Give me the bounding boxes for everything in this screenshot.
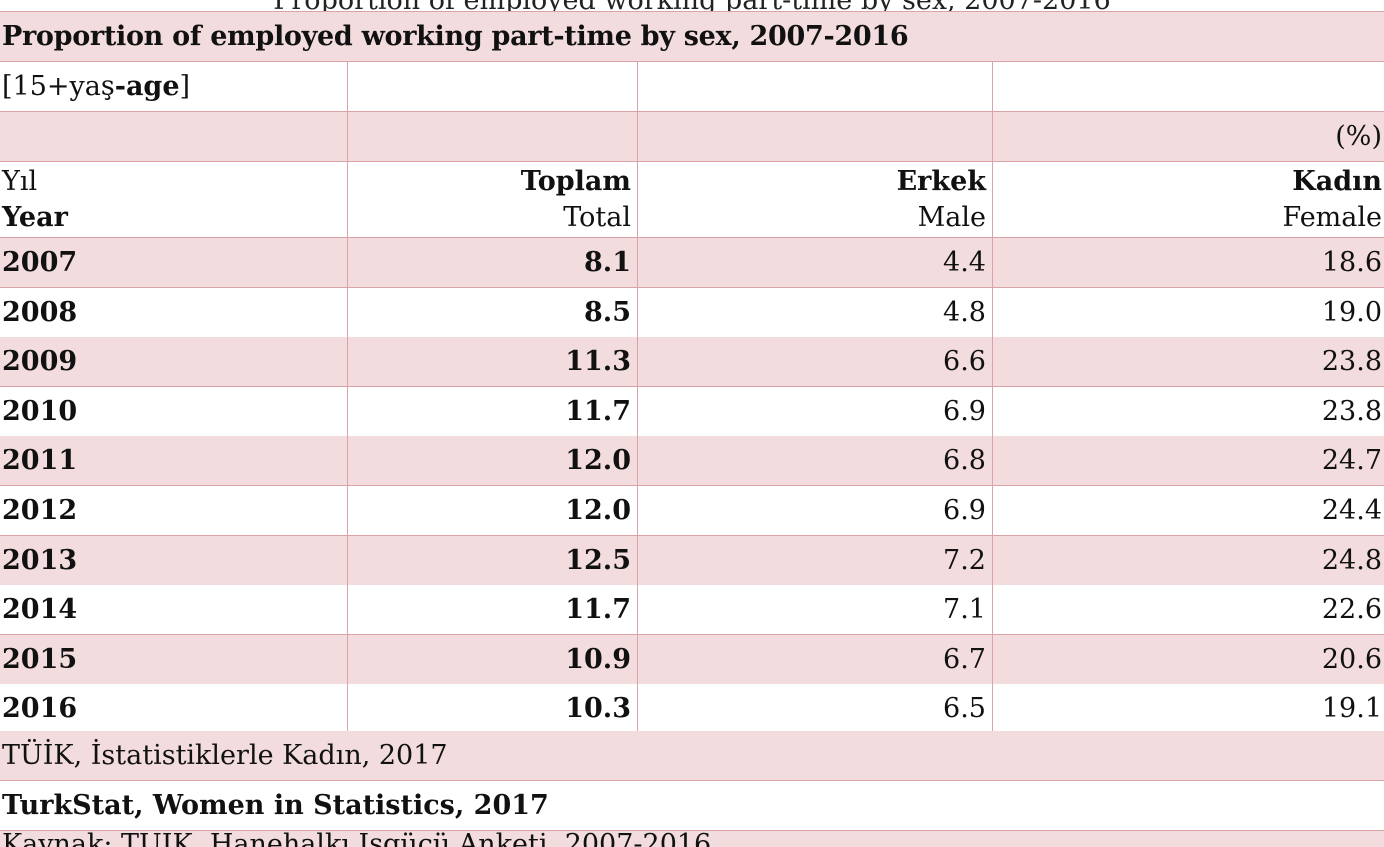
table-row: 2015 10.9 6.7 20.6 (0, 634, 1384, 685)
header-total-en: Total (563, 202, 631, 233)
cell-male: 6.5 (638, 684, 993, 734)
header-year: Yıl Year (0, 162, 348, 237)
header-female-tr: Kadın (1292, 166, 1382, 197)
cell-male: 6.8 (638, 436, 993, 486)
cell-total: 12.0 (348, 436, 638, 486)
table-row: 2009 11.3 6.6 23.8 (0, 337, 1384, 388)
header-total: Toplam Total (348, 162, 638, 237)
age-row: [15+yaş-age] (0, 62, 1384, 112)
header-year-tr: Yıl (2, 166, 38, 197)
source-english: TurkStat, Women in Statistics, 2017 (0, 781, 1384, 831)
cell-year: 2014 (0, 585, 348, 635)
empty-cell (348, 62, 638, 111)
column-header-row: Yıl Year Toplam Total Erkek Male Kadın F… (0, 162, 1384, 238)
cell-female: 23.8 (1321, 346, 1382, 378)
cell-female: 19.1 (1321, 693, 1382, 725)
header-male-en: Male (917, 202, 986, 233)
cell-male: 6.7 (638, 634, 993, 684)
age-bold: -age (114, 71, 180, 102)
cell-year: 2009 (0, 337, 348, 387)
source-turkish: TÜİK, İstatistiklerle Kadın, 2017 (0, 731, 1384, 781)
cell-total: 8.5 (348, 287, 638, 337)
header-female-en: Female (1282, 202, 1382, 233)
header-female: Kadın Female (993, 162, 1384, 237)
cut-off-source-text: Kaynak: TÜİK, Hanehalkı İşgücü Anketi, 2… (0, 831, 1384, 847)
cell-total: 11.3 (348, 337, 638, 387)
table-row: 2012 12.0 6.9 24.4 (0, 486, 1384, 536)
empty-cell (348, 112, 638, 161)
empty-cell (638, 62, 993, 111)
table-row: 2007 8.1 4.4 18.6 (0, 238, 1384, 288)
empty-cell (638, 112, 993, 161)
cell-total: 10.9 (348, 634, 638, 684)
age-suffix: ] (179, 71, 191, 102)
age-prefix: [15+yaş (2, 71, 115, 102)
cell-female: 18.6 (1321, 247, 1382, 278)
cell-male: 4.8 (638, 287, 993, 337)
cell-year: 2007 (0, 238, 348, 287)
table-row: 2013 12.5 7.2 24.8 (0, 535, 1384, 586)
header-year-en: Year (2, 202, 68, 233)
cell-female: 24.4 (1321, 495, 1382, 526)
cell-female: 23.8 (1321, 395, 1382, 427)
cell-year: 2016 (0, 684, 348, 734)
cell-female: 20.6 (1321, 643, 1382, 675)
cell-female: 24.7 (1321, 445, 1382, 477)
table-row: 2008 8.5 4.8 19.0 (0, 287, 1384, 338)
cell-female: 24.8 (1321, 544, 1382, 576)
table-title: Proportion of employed working part-time… (0, 12, 1384, 62)
cell-total: 8.1 (348, 238, 638, 287)
unit-row: (%) (0, 112, 1384, 162)
table-row: 2011 12.0 6.8 24.7 (0, 436, 1384, 487)
age-label: [15+yaş-age] (0, 62, 348, 111)
cell-total: 11.7 (348, 585, 638, 635)
empty-cell (0, 112, 348, 161)
cell-male: 7.2 (638, 535, 993, 585)
empty-cell (993, 62, 1384, 111)
cut-off-header-text: Proportion of employed working part-time… (0, 0, 1384, 12)
cell-female: 19.0 (1321, 296, 1382, 328)
unit-label: (%) (1335, 121, 1382, 152)
cell-total: 11.7 (348, 386, 638, 436)
table-row: 2016 10.3 6.5 19.1 (0, 684, 1384, 735)
cell-female: 22.6 (1321, 594, 1382, 626)
cell-year: 2010 (0, 386, 348, 436)
cell-total: 10.3 (348, 684, 638, 734)
header-male-tr: Erkek (896, 166, 986, 197)
cell-year: 2015 (0, 634, 348, 684)
cell-year: 2011 (0, 436, 348, 486)
cell-total: 12.5 (348, 535, 638, 585)
cell-male: 7.1 (638, 585, 993, 635)
cell-male: 4.4 (638, 238, 993, 287)
cell-male: 6.9 (638, 386, 993, 436)
cell-male: 6.9 (638, 486, 993, 535)
header-male: Erkek Male (638, 162, 993, 237)
table-row: 2014 11.7 7.1 22.6 (0, 585, 1384, 636)
cell-year: 2008 (0, 287, 348, 337)
cell-year: 2013 (0, 535, 348, 585)
table-row: 2010 11.7 6.9 23.8 (0, 386, 1384, 437)
header-total-tr: Toplam (520, 166, 631, 197)
cell-year: 2012 (0, 486, 348, 535)
cell-total: 12.0 (348, 486, 638, 535)
cell-male: 6.6 (638, 337, 993, 387)
